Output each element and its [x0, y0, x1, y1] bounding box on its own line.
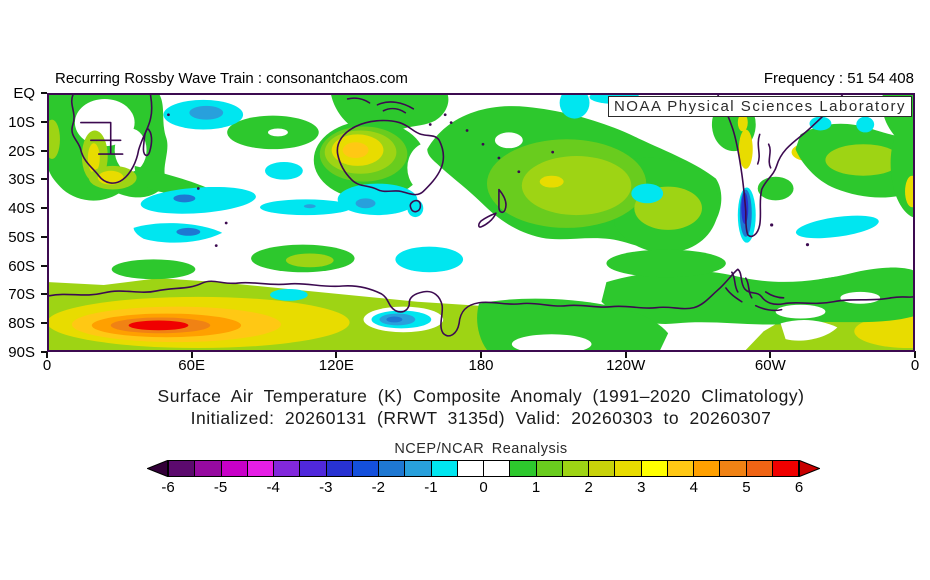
colorbar-segment	[456, 460, 484, 477]
lon-tick-label: 0	[42, 357, 52, 374]
lat-tick-label: 40S	[8, 200, 35, 218]
colorbar-segment	[588, 460, 616, 477]
plot-title: Surface Air Temperature (K) Composite An…	[157, 386, 805, 406]
colorbar-tick-label: 5	[742, 479, 751, 496]
lon-tick-label: 60E	[178, 357, 206, 374]
latitude-axis: EQ 10S 20S 30S 40S 50S 60S 70S 80S 90S	[0, 85, 41, 361]
colorbar-segment	[509, 460, 537, 477]
latitude-tickmarks	[41, 92, 47, 354]
lon-tick-label: 60W	[754, 357, 786, 374]
colorbar-segment	[325, 460, 353, 477]
colorbar-segment	[483, 460, 511, 477]
lon-tickmark	[480, 351, 482, 358]
colorbar-segment	[666, 460, 694, 477]
colorbar-segment	[614, 460, 642, 477]
lat-tickmark	[41, 149, 47, 152]
lat-tickmark	[41, 235, 47, 238]
header-source-text: Recurring Rossby Wave Train : consonantc…	[55, 70, 408, 87]
lon-tickmark	[46, 351, 48, 358]
colorbar-tick-label: 6	[794, 479, 804, 496]
colorbar-segment	[299, 460, 327, 477]
plot-subtitle: Initialized: 20260131 (RRWT 3135d) Valid…	[190, 408, 772, 428]
lat-tick-label: 30S	[8, 171, 35, 189]
longitude-axis: 0 60E 120E 180 120W 60W 0	[43, 357, 919, 377]
lat-tickmark	[41, 351, 47, 353]
lat-tickmark	[41, 178, 47, 181]
lon-tickmark	[769, 351, 772, 358]
colorbar-segment	[246, 460, 274, 477]
colorbar-segment	[378, 460, 406, 477]
colorbar-tick-label: -2	[371, 479, 385, 496]
lon-tick-label: 0	[910, 357, 920, 374]
lat-tickmark	[41, 120, 47, 123]
lat-tick-label: EQ	[13, 85, 35, 102]
colorbar-tick-label: -6	[161, 479, 175, 496]
lat-tick-label: 90S	[8, 344, 35, 361]
map-canvas	[49, 95, 913, 350]
lat-tickmark	[41, 322, 47, 325]
anomaly-map: NOAA Physical Sciences Laboratory	[47, 93, 915, 352]
lon-tickmark	[914, 351, 916, 358]
lat-tick-label: 70S	[8, 286, 35, 304]
colorbar-segment	[771, 460, 799, 477]
colorbar-segment	[561, 460, 589, 477]
lat-tick-label: 10S	[8, 113, 35, 131]
colorbar-segment	[168, 460, 196, 477]
colorbar-segment	[194, 460, 222, 477]
lat-tick-label: 60S	[8, 257, 35, 275]
colorbar-right-arrow-icon	[799, 460, 820, 477]
colorbar-tick-label: 3	[637, 479, 646, 496]
colorbar-segment	[351, 460, 379, 477]
colorbar-segment	[693, 460, 721, 477]
colorbar-segment	[220, 460, 248, 477]
colorbar: -6 -5 -4 -3 -2 -1 0 1 2 3 4 5 6	[147, 460, 820, 498]
colorbar-tick-label: 4	[689, 479, 698, 496]
colorbar-label: NCEP/NCAR Reanalysis	[394, 441, 568, 457]
lat-tickmark	[41, 293, 47, 296]
lon-tickmark	[190, 351, 193, 358]
lat-tick-label: 20S	[8, 142, 35, 160]
lon-tick-label: 180	[468, 357, 494, 374]
lat-tick-label: 80S	[8, 315, 35, 333]
lat-tickmark	[41, 207, 47, 210]
colorbar-segment	[745, 460, 773, 477]
lon-tickmark	[624, 351, 627, 358]
colorbar-cells	[168, 460, 799, 477]
longitude-tickmarks	[46, 351, 916, 358]
colorbar-tick-label: -3	[319, 479, 333, 496]
lon-tick-label: 120W	[606, 357, 646, 374]
colorbar-segment	[535, 460, 563, 477]
noaa-psl-label: NOAA Physical Sciences Laboratory	[608, 96, 912, 117]
colorbar-segment	[719, 460, 747, 477]
colorbar-tick-label: -4	[266, 479, 280, 496]
lat-tick-label: 50S	[8, 228, 35, 246]
header-frequency-text: Frequency : 51 54 408	[763, 70, 914, 87]
colorbar-tick-label: 0	[479, 479, 488, 496]
colorbar-segment	[640, 460, 668, 477]
lon-tick-label: 120E	[318, 357, 354, 374]
lat-tickmark	[41, 264, 47, 267]
colorbar-tick-label: -1	[424, 479, 438, 496]
colorbar-tick-label: 1	[531, 479, 541, 496]
colorbar-tick-label: 2	[584, 479, 593, 496]
colorbar-tick-label: -5	[213, 479, 228, 496]
lon-tickmark	[335, 351, 338, 358]
colorbar-left-arrow-icon	[147, 460, 168, 477]
colorbar-segment	[404, 460, 432, 477]
colorbar-segment	[430, 460, 458, 477]
colorbar-segment	[273, 460, 301, 477]
colorbar-tick-labels: -6 -5 -4 -3 -2 -1 0 1 2 3 4 5 6	[161, 479, 803, 497]
lat-tickmark	[41, 92, 47, 94]
